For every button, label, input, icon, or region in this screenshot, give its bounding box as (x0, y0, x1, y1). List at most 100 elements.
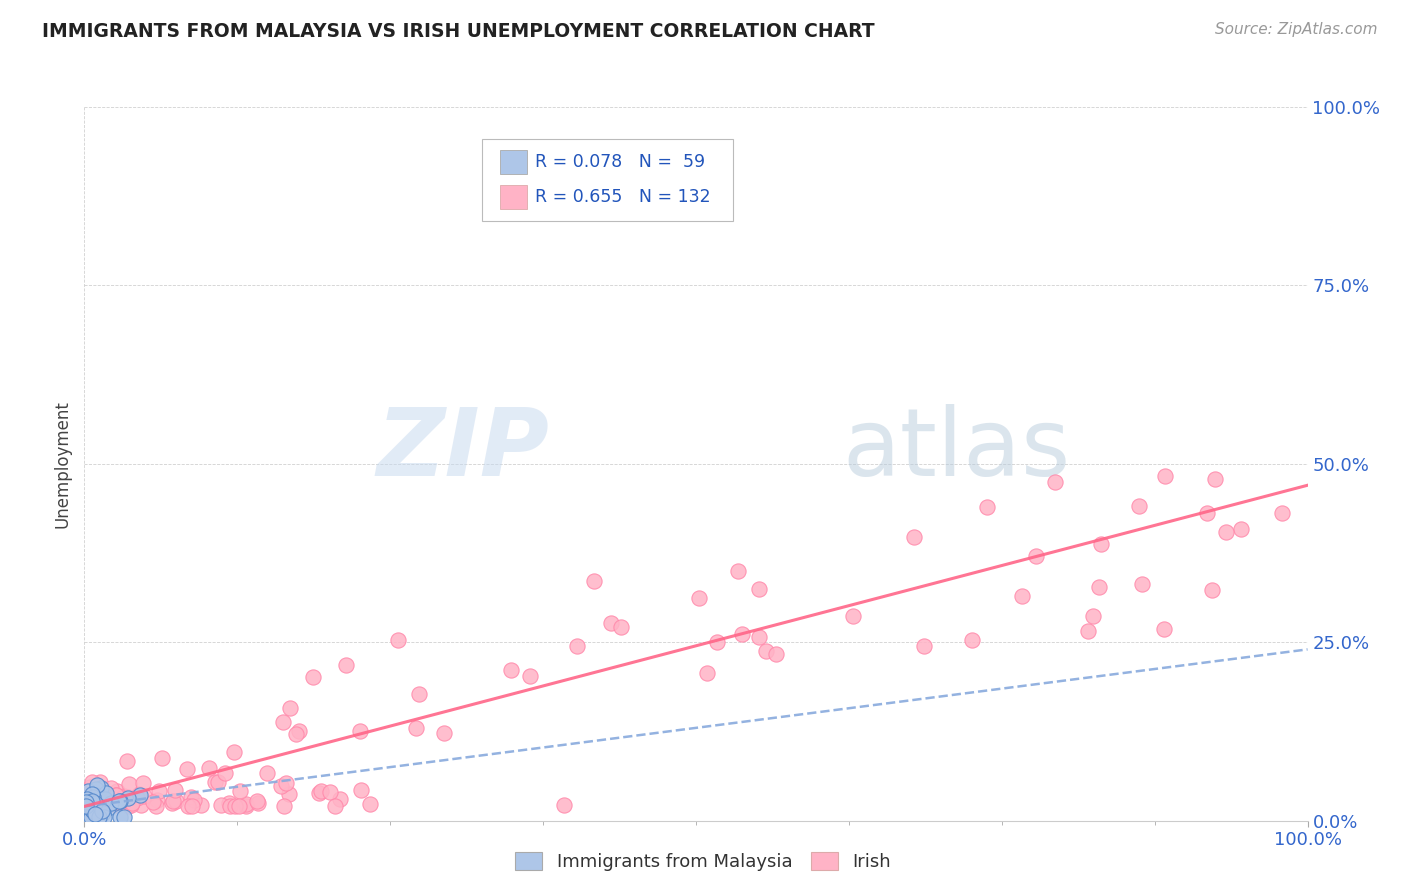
Point (256, 766, 278, 780)
Point (84, 807, 107, 822)
Point (77, 804, 100, 818)
Point (80, 775, 103, 789)
Point (748, 582, 770, 596)
Point (180, 799, 202, 814)
Point (89, 810, 111, 824)
Point (75, 798, 97, 813)
Point (89, 775, 111, 789)
Point (77, 810, 100, 824)
Point (83, 794, 105, 808)
Point (75, 795, 97, 809)
Point (553, 797, 575, 812)
Text: R = 0.655   N = 132: R = 0.655 N = 132 (534, 187, 710, 206)
Point (82, 803, 104, 817)
Point (100, 796, 122, 810)
Point (75, 797, 97, 811)
Point (218, 799, 240, 814)
Point (115, 754, 138, 768)
Point (94, 788, 117, 802)
Point (75, 810, 97, 824)
Point (94, 795, 117, 809)
Point (731, 627, 754, 641)
Point (499, 663, 522, 677)
Point (82, 805, 104, 819)
Point (83, 800, 105, 814)
Point (132, 776, 155, 790)
Legend: Immigrants from Malaysia, Irish: Immigrants from Malaysia, Irish (508, 846, 898, 879)
Point (696, 666, 718, 681)
Point (77, 810, 100, 824)
Point (148, 784, 170, 798)
Text: atlas: atlas (842, 403, 1071, 496)
Point (87, 781, 110, 796)
Point (180, 789, 202, 804)
Point (86, 778, 108, 792)
Point (79, 793, 101, 807)
Point (80, 807, 103, 822)
Point (1154, 469, 1177, 483)
Point (112, 810, 135, 824)
Point (80, 810, 103, 824)
Point (82, 794, 104, 808)
Point (1011, 590, 1033, 604)
Point (329, 791, 352, 805)
Point (131, 797, 153, 812)
Point (229, 784, 252, 798)
Text: R = 0.078   N =  59: R = 0.078 N = 59 (534, 153, 704, 171)
Text: ZIP: ZIP (377, 403, 550, 496)
Point (1229, 522, 1251, 536)
Point (335, 657, 357, 672)
Point (82, 787, 104, 801)
Point (1215, 524, 1237, 539)
Point (97, 801, 120, 815)
Point (107, 797, 129, 812)
Point (160, 797, 183, 811)
Point (96, 797, 118, 812)
Point (117, 790, 139, 805)
Point (1153, 622, 1175, 636)
Point (706, 634, 728, 648)
Point (117, 789, 139, 804)
Point (222, 745, 245, 759)
Point (177, 799, 200, 814)
Point (84, 782, 107, 797)
Point (105, 789, 128, 803)
Point (82, 798, 104, 813)
Point (108, 794, 131, 808)
Point (387, 633, 409, 648)
Point (842, 608, 865, 623)
Point (1128, 499, 1150, 513)
Point (79, 797, 101, 811)
Point (270, 779, 292, 793)
Point (129, 788, 152, 802)
Point (93, 810, 115, 824)
Point (235, 799, 257, 814)
Point (301, 670, 323, 684)
Point (84, 810, 107, 824)
Point (209, 797, 232, 812)
Point (727, 564, 749, 578)
Point (162, 794, 184, 808)
Point (190, 798, 212, 813)
Point (433, 726, 456, 740)
Point (1271, 506, 1294, 520)
Point (93, 795, 115, 809)
Y-axis label: Unemployment: Unemployment (53, 400, 72, 528)
Point (91, 804, 114, 818)
Point (91, 781, 114, 796)
Point (79, 805, 101, 819)
Point (278, 701, 301, 715)
Point (79, 810, 101, 824)
Point (247, 796, 270, 810)
Point (323, 798, 346, 813)
Point (308, 786, 330, 800)
Point (583, 574, 606, 588)
Point (1025, 549, 1047, 563)
Text: Source: ZipAtlas.com: Source: ZipAtlas.com (1215, 22, 1378, 37)
Point (1045, 475, 1067, 489)
Point (288, 724, 311, 739)
Point (350, 783, 373, 797)
Point (79, 790, 101, 805)
Point (76, 792, 98, 806)
Point (84, 788, 107, 802)
